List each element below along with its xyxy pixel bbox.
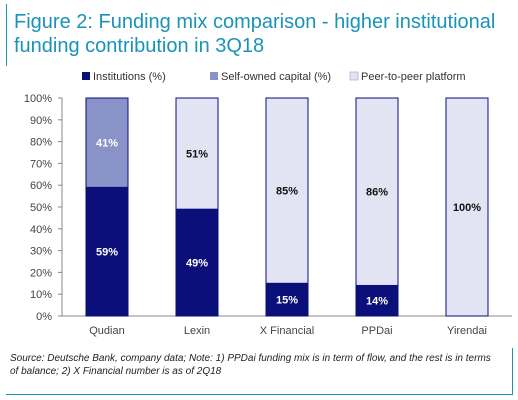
- y-tick-label: 10%: [30, 289, 52, 301]
- data-label: 51%: [186, 149, 208, 161]
- legend-swatch-1: [82, 72, 90, 80]
- x-tick-label: PPDai: [361, 325, 392, 337]
- data-label: 41%: [96, 138, 118, 150]
- legend-label-1: Institutions (%): [93, 71, 166, 83]
- legend-label-3: Peer-to-peer platform: [361, 71, 466, 83]
- data-label: 85%: [276, 186, 298, 198]
- y-tick-label: 60%: [30, 180, 52, 192]
- y-tick-label: 0%: [36, 311, 52, 323]
- chart-title: Figure 2: Funding mix comparison - highe…: [14, 11, 496, 57]
- y-tick-label: 90%: [30, 115, 52, 127]
- data-label: 49%: [186, 258, 208, 270]
- y-tick-label: 40%: [30, 224, 52, 236]
- bar-x-financial-segment-3: [265, 97, 309, 284]
- legend-swatch-2: [210, 72, 218, 80]
- source-note: Source: Deutsche Bank, company data; Not…: [10, 353, 491, 377]
- y-tick-label: 80%: [30, 137, 52, 149]
- data-label: 59%: [96, 247, 118, 259]
- data-label: 86%: [366, 187, 388, 199]
- footer-box: Source: Deutsche Bank, company data; Not…: [6, 348, 513, 395]
- data-label: 100%: [453, 202, 481, 214]
- bar-lexin-segment-1: [175, 208, 219, 317]
- y-tick-label: 50%: [30, 202, 52, 214]
- y-tick-label: 30%: [30, 246, 52, 258]
- bar-x-financial-segment-1: [265, 282, 309, 317]
- bar-ppdai-segment-1: [355, 284, 399, 317]
- x-tick-label: Yirendai: [447, 325, 487, 337]
- funding-mix-chart: Institutions (%) Self-owned capital (%) Pe…: [24, 71, 512, 337]
- bar-ppdai-segment-3: [355, 97, 399, 286]
- y-tick-label: 100%: [24, 93, 52, 105]
- y-tick-label: 70%: [30, 158, 52, 170]
- x-tick-label: Lexin: [184, 325, 210, 337]
- bar-qudian-segment-2: [85, 97, 129, 188]
- legend-label-2: Self-owned capital (%): [221, 71, 331, 83]
- title-box: Figure 2: Funding mix comparison - highe…: [6, 4, 513, 66]
- data-label: 14%: [366, 296, 388, 308]
- x-tick-label: X Financial: [260, 325, 314, 337]
- legend-swatch-3: [349, 71, 359, 81]
- x-tick-label: Qudian: [89, 325, 124, 337]
- data-label: 15%: [276, 295, 298, 307]
- bar-lexin-segment-3: [175, 97, 219, 210]
- bar-qudian-segment-1: [85, 186, 129, 317]
- y-tick-label: 20%: [30, 267, 52, 279]
- bar-yirendai-segment-3: [445, 97, 489, 317]
